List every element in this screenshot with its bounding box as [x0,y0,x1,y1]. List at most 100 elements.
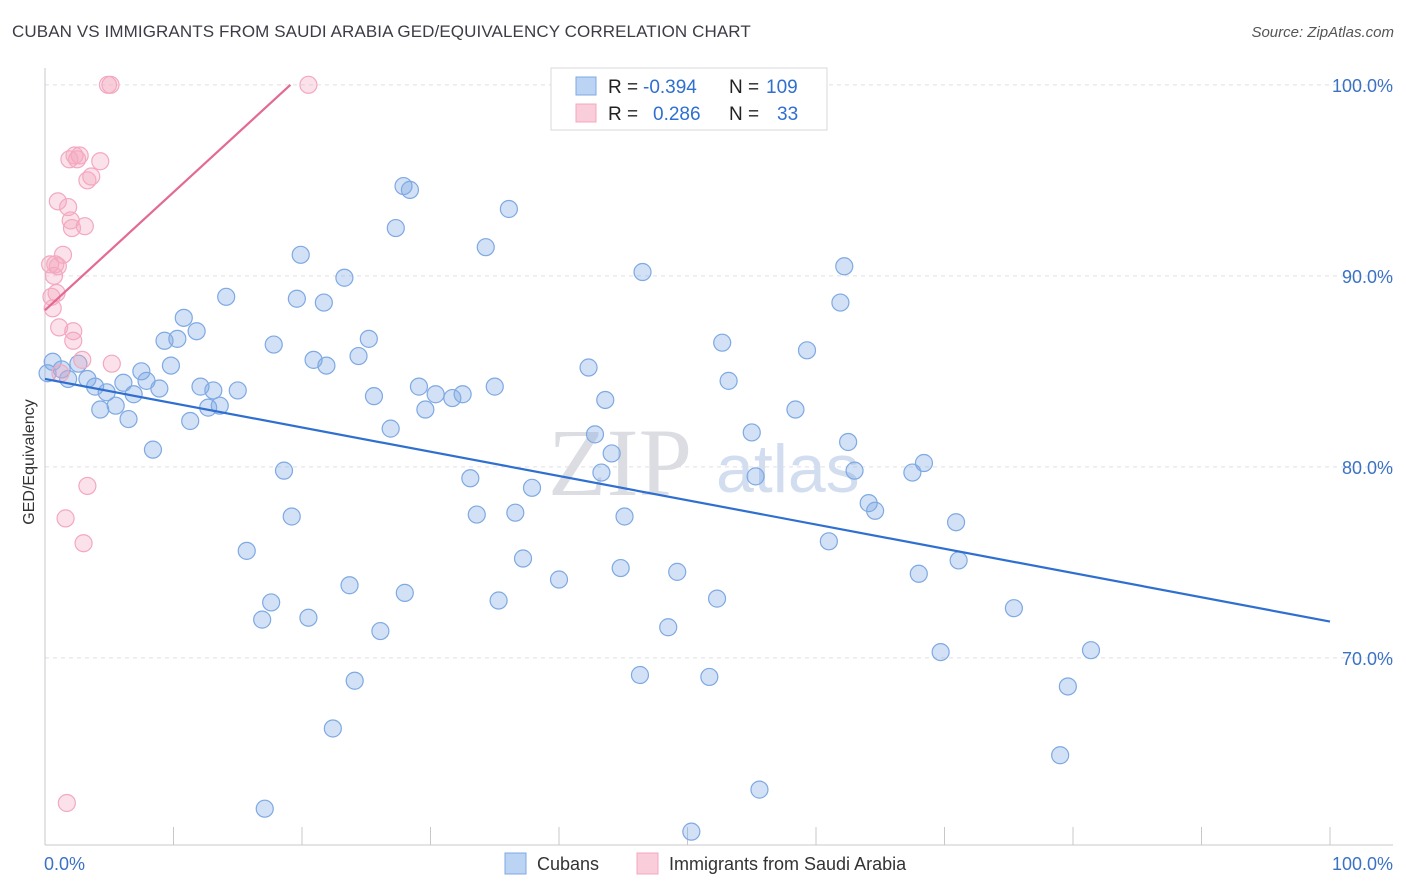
cubans-point [592,463,611,482]
saudi-point [82,167,101,186]
cubans-point [467,505,486,524]
saudi-point [75,217,94,236]
cubans-point [317,356,336,375]
cubans-point [719,371,738,390]
saudi-point [64,322,83,341]
cubans-point [340,576,359,595]
cubans-point [345,671,364,690]
saudi-point [53,245,73,264]
cubans-point [359,329,378,348]
saudi-point [299,75,318,94]
cubans-point [611,558,630,578]
cubans-point [914,453,934,473]
cubans-point [237,541,256,560]
cubans-point [713,333,732,352]
cubans-point [426,385,445,404]
cubans-point [143,440,163,459]
cubans-point [949,551,968,570]
cubans-point [931,642,950,662]
cubans-point [700,667,719,687]
cubans-point [204,381,223,400]
cubans-point [831,293,850,312]
cubans-point [262,593,281,612]
cubans-point [633,262,652,282]
cubans-point [91,400,110,419]
cubans-point [228,381,247,400]
cubans-point [585,425,605,444]
cubans-point [255,799,274,818]
cubans-point [168,329,187,348]
cubans-point [819,532,838,551]
cubans-point [217,287,236,306]
cubans-point [499,199,518,219]
saudi-point [48,257,67,276]
cubans-point [596,390,615,410]
cubans-point [506,503,525,522]
cubans-r-value: -0.394 [643,77,697,98]
cubans-point [909,564,928,583]
saudi-points [41,75,318,813]
cubans-point [659,618,678,637]
y-axis-label: GED/Equivalency [21,399,38,524]
cubans-point [845,461,864,480]
cubans-point [416,400,435,419]
cubans-point [400,180,420,199]
cubans-point [839,432,858,452]
cubans-point [395,583,414,602]
x-tick-labels: 0.0% 100.0% [44,854,1393,874]
cubans-point [549,570,569,589]
grid-lines [45,84,1393,659]
legend-saudi-swatch [636,852,659,875]
cubans-point [287,289,306,308]
saudi-trend-line [44,84,292,312]
bottom-legend: Cubans Immigrants from Saudi Arabia [504,852,907,875]
cubans-point [282,507,301,526]
cubans-point [742,423,761,442]
y-tick-label: 70.0% [1342,649,1393,669]
cubans-point [682,822,701,841]
cubans-point [489,591,508,610]
cubans-point [453,385,472,404]
watermark: ZIP atlas [548,409,860,516]
cubans-point [323,719,342,738]
cubans-point [314,293,333,312]
cubans-point [630,665,650,685]
cubans-point [174,308,193,327]
cubans-point [291,245,310,264]
saudi-n-label: N = [729,104,759,125]
cubans-point [161,356,181,375]
cubans-point [485,377,504,396]
cubans-point [210,396,229,415]
source-credit: Source: ZipAtlas.com [1251,24,1394,41]
saudi-point [74,534,93,553]
cubans-points [38,176,1101,841]
saudi-point [101,75,120,94]
watermark-zip: ZIP [548,409,692,516]
x-tick-label-min: 0.0% [44,854,85,874]
cubans-point [114,373,133,392]
stats-legend: R = -0.394 N = 109 R = 0.286 N = 33 [550,67,828,131]
cubans-point [264,335,283,354]
saudi-point [59,197,78,217]
saudi-point [56,509,75,528]
axes [44,68,1393,846]
cubans-point [1004,599,1023,618]
cubans-point [274,461,294,480]
saudi-r-label: R = [608,104,638,125]
cubans-point [187,322,206,341]
cubans-point [38,364,57,383]
y-tick-label: 90.0% [1342,267,1393,287]
cubans-point [746,467,765,486]
cubans-n-value: 109 [766,77,798,98]
cubans-trend-line [44,377,1331,623]
cubans-point [299,608,318,627]
saudi-n-value: 33 [777,104,798,125]
legend-saudi-label: Immigrants from Saudi Arabia [669,854,907,874]
cubans-point [707,589,727,608]
saudi-point [43,299,62,318]
cubans-point [132,362,151,381]
cubans-point [371,621,390,641]
cubans-point [522,478,542,497]
saudi-r-value: 0.286 [653,104,701,125]
